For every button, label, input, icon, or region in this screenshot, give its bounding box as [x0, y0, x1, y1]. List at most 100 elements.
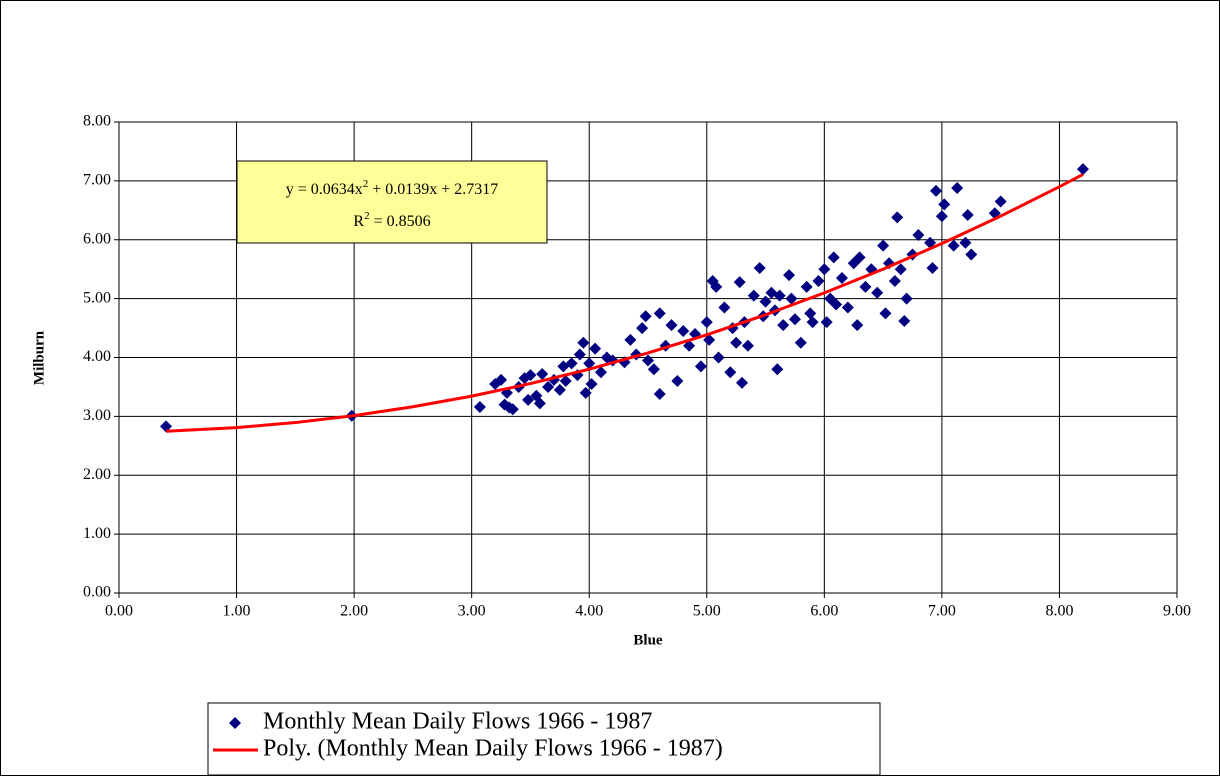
- point: [951, 181, 964, 194]
- equation-text: R2 = 0.8506: [353, 210, 430, 230]
- x-tick-label: 4.00: [575, 603, 603, 620]
- point: [841, 301, 854, 314]
- point: [559, 375, 572, 388]
- point: [712, 351, 725, 364]
- point: [835, 272, 848, 285]
- point: [877, 239, 890, 252]
- y-tick-label: 2.00: [83, 466, 111, 483]
- point: [947, 239, 960, 252]
- point: [718, 301, 731, 314]
- point: [859, 280, 872, 293]
- point: [495, 373, 508, 386]
- point: [777, 319, 790, 332]
- y-tick-label: 5.00: [83, 289, 111, 306]
- point: [636, 322, 649, 335]
- point: [935, 210, 948, 223]
- point: [533, 397, 546, 410]
- point: [724, 366, 737, 379]
- point: [573, 348, 586, 361]
- point: [871, 286, 884, 299]
- equation-part: + 0.0139x + 2.7317: [368, 181, 498, 198]
- point: [924, 236, 937, 249]
- y-tick-label: 3.00: [83, 407, 111, 424]
- point: [891, 211, 904, 224]
- equation-box: [236, 160, 548, 244]
- x-tick-label: 5.00: [693, 603, 721, 620]
- point: [733, 276, 746, 289]
- point: [542, 380, 555, 393]
- point: [898, 314, 911, 327]
- point: [579, 386, 592, 399]
- point: [818, 263, 831, 276]
- point: [160, 420, 173, 433]
- point: [671, 375, 684, 388]
- y-axis-title: Milburn: [31, 330, 47, 385]
- y-tick-label: 6.00: [83, 230, 111, 247]
- equation-text: y = 0.0634x2 + 0.0139x + 2.7317: [286, 178, 499, 198]
- point: [894, 263, 907, 276]
- point: [589, 342, 602, 355]
- point: [827, 251, 840, 264]
- point: [665, 319, 678, 332]
- x-tick-label: 9.00: [1163, 603, 1191, 620]
- point: [730, 336, 743, 349]
- x-tick-label: 7.00: [928, 603, 956, 620]
- point: [785, 292, 798, 305]
- equation-part: = 0.8506: [370, 213, 431, 230]
- point: [506, 403, 519, 416]
- point: [959, 236, 972, 249]
- point: [812, 274, 825, 287]
- point: [642, 354, 654, 367]
- trendline: [165, 173, 1084, 433]
- point: [536, 367, 549, 380]
- point: [851, 319, 864, 332]
- point: [830, 298, 843, 311]
- point: [653, 388, 666, 401]
- legend-box: [207, 702, 881, 776]
- point: [553, 383, 566, 396]
- y-tick-label: 0.00: [83, 584, 111, 601]
- point: [585, 377, 598, 390]
- point: [930, 184, 943, 197]
- point: [741, 339, 754, 352]
- point: [961, 209, 974, 222]
- point: [524, 369, 537, 382]
- point: [577, 336, 590, 349]
- point: [804, 307, 817, 320]
- point: [965, 248, 978, 261]
- point: [710, 280, 723, 293]
- point: [653, 307, 666, 320]
- x-tick-label: 8.00: [1045, 603, 1073, 620]
- point: [783, 269, 796, 282]
- point: [994, 195, 1007, 208]
- point: [900, 292, 913, 305]
- x-tick-label: 3.00: [458, 603, 486, 620]
- x-tick-label: 0.00: [105, 603, 133, 620]
- superscript: 2: [363, 178, 369, 190]
- point: [938, 198, 951, 211]
- point: [522, 393, 535, 406]
- point: [771, 363, 784, 376]
- point: [647, 363, 660, 376]
- point: [759, 295, 772, 308]
- point: [806, 316, 819, 329]
- point: [912, 229, 925, 242]
- y-tick-label: 1.00: [83, 525, 111, 542]
- point: [794, 336, 807, 349]
- x-axis-title: Blue: [633, 632, 663, 648]
- point: [926, 262, 939, 275]
- point: [694, 360, 707, 373]
- point: [853, 251, 866, 264]
- point: [773, 289, 786, 302]
- equation-part: R: [353, 213, 364, 230]
- y-tick-label: 4.00: [83, 348, 111, 365]
- point: [888, 274, 901, 287]
- point: [820, 316, 833, 329]
- legend-swatch: [229, 717, 241, 729]
- equation-part: y = 0.0634x: [286, 181, 363, 198]
- y-tick-label: 8.00: [83, 113, 111, 130]
- x-tick-label: 6.00: [810, 603, 838, 620]
- point: [683, 339, 696, 352]
- x-tick-label: 1.00: [223, 603, 251, 620]
